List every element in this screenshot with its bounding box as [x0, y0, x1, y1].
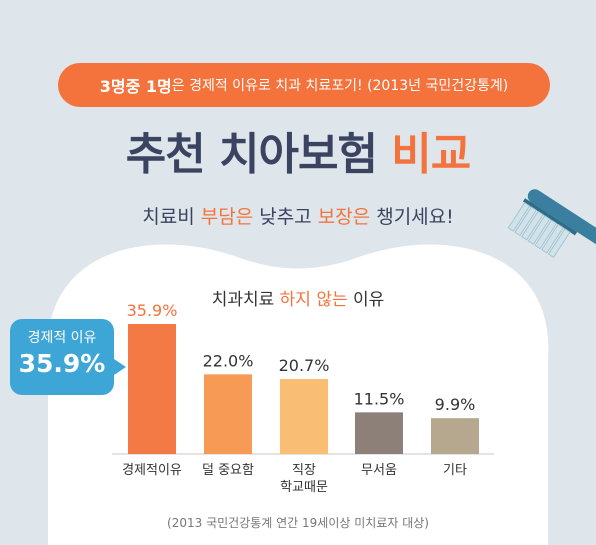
category-label: 학교때문: [280, 480, 328, 495]
highlight-callout: 경제적 이유 35.9%: [10, 319, 126, 395]
category-label: 무서움: [361, 463, 397, 478]
bar: [280, 379, 328, 454]
stat-banner-text: 은 경제적 이유로 치과 치료포기! (2013년 국민건강통계): [171, 78, 509, 94]
category-label: 경제적이유: [122, 463, 182, 478]
category-label: 기타: [443, 463, 467, 478]
bar: [128, 324, 176, 454]
subtitle-accent: 부담은: [200, 206, 254, 228]
page-title: 추천 치아보험 비교: [0, 118, 596, 182]
chart-title-post: 이유: [347, 290, 385, 310]
subtitle-part: 챙기세요!: [370, 206, 454, 228]
chart-title: 치과치료 하지 않는 이유: [0, 285, 596, 310]
bar-value-label: 20.7%: [279, 356, 330, 375]
bar-value-label: 11.5%: [354, 389, 405, 408]
page-title-accent: 비교: [391, 129, 471, 180]
page-title-main: 추천 치아보험: [125, 129, 378, 180]
callout-value: 35.9%: [18, 349, 106, 378]
bar: [204, 374, 252, 454]
category-label: 덜 중요함: [202, 463, 254, 478]
footnote: (2013 국민건강통계 연간 19세이상 미치료자 대상): [167, 516, 429, 530]
subtitle-part: 치료비: [142, 206, 201, 228]
subtitle: 치료비 부담은 낮추고 보장은 챙기세요!: [0, 202, 596, 229]
stat-banner: 3명중 1명 은 경제적 이유로 치과 치료포기! (2013년 국민건강통계): [58, 63, 550, 107]
chart-title-accent: 하지 않는: [279, 290, 348, 310]
category-label: 직장: [292, 463, 316, 478]
callout-label: 경제적 이유: [27, 330, 97, 346]
chart-title-pre: 치과치료: [211, 290, 280, 310]
bar-value-label: 22.0%: [203, 351, 254, 370]
subtitle-part: 낮추고: [253, 206, 318, 228]
bar: [431, 418, 479, 454]
bar-value-label: 35.9%: [127, 301, 178, 320]
callout-arrow: [114, 359, 126, 375]
bar-value-label: 9.9%: [435, 395, 476, 414]
bar: [355, 412, 403, 454]
subtitle-accent: 보장은: [317, 206, 371, 228]
stat-banner-highlight: 3명중 1명: [99, 77, 172, 96]
